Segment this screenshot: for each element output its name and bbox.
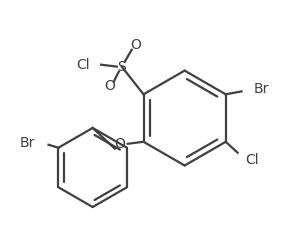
Text: O: O [130, 38, 141, 52]
Text: Br: Br [253, 82, 269, 96]
Text: Cl: Cl [76, 58, 90, 72]
Text: O: O [105, 79, 115, 93]
Text: S: S [117, 60, 126, 74]
Text: Cl: Cl [245, 153, 259, 167]
Text: O: O [114, 137, 125, 151]
Text: Br: Br [19, 136, 35, 150]
